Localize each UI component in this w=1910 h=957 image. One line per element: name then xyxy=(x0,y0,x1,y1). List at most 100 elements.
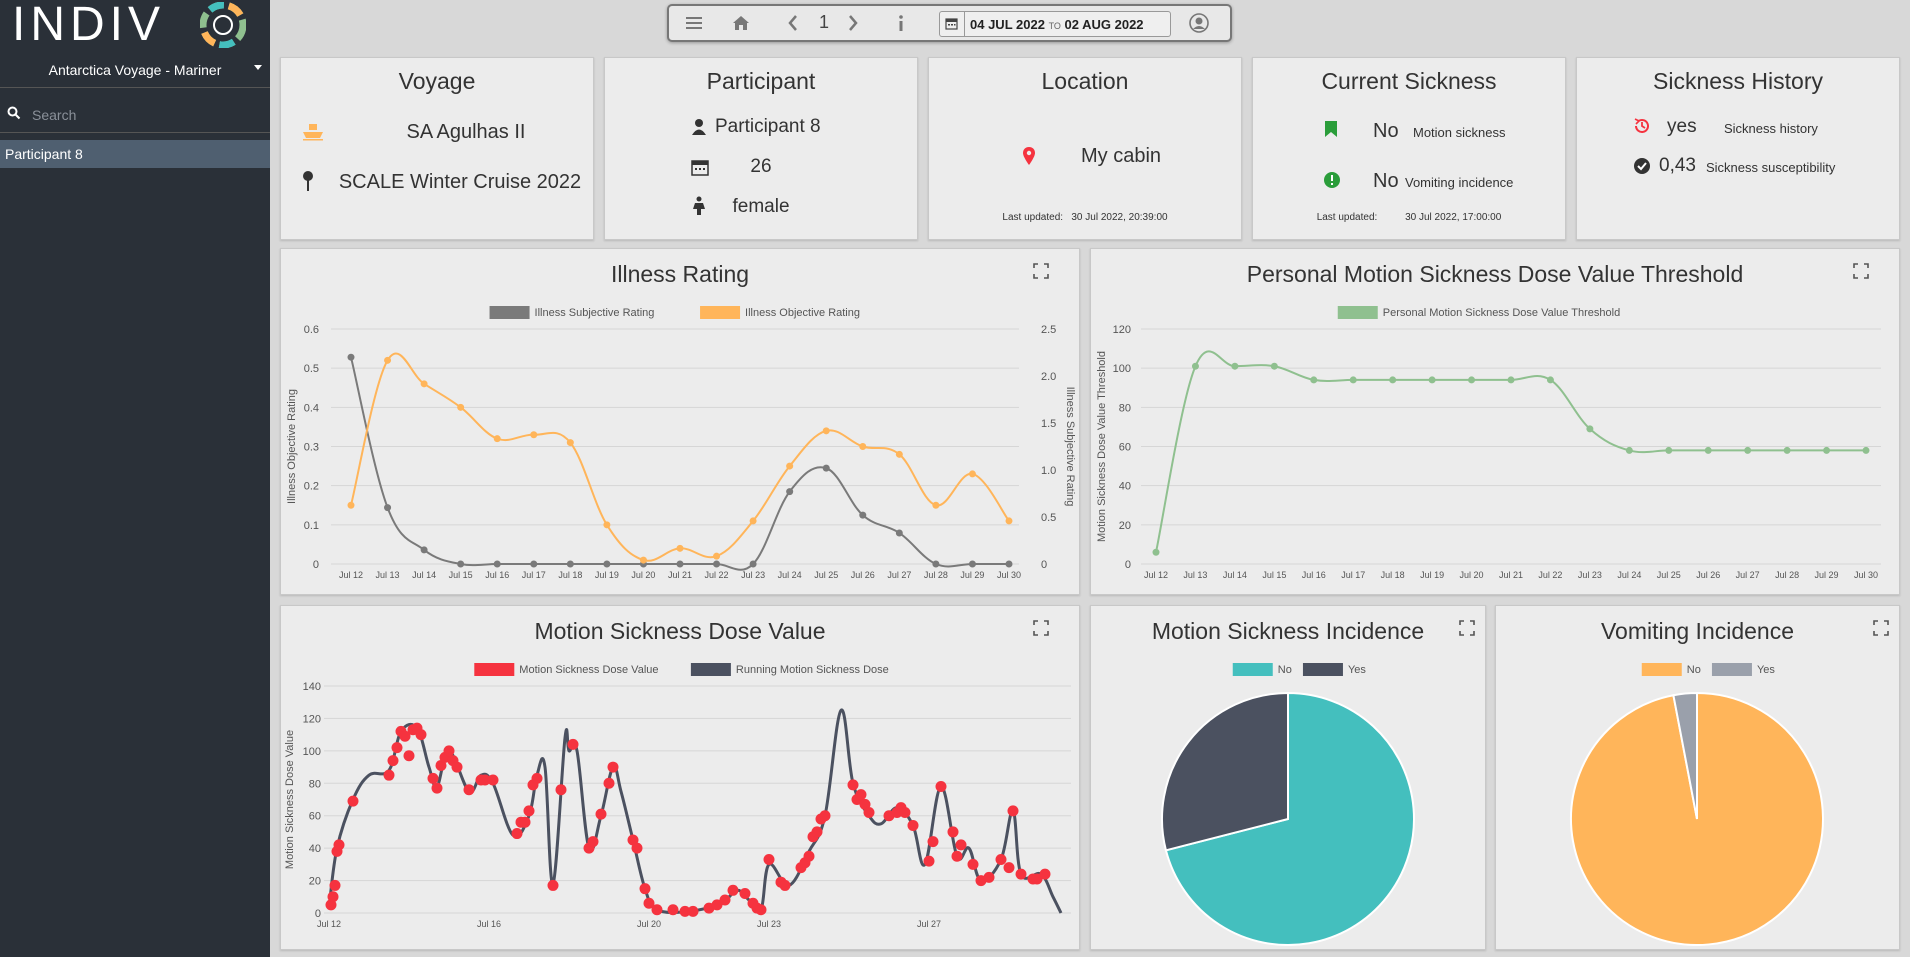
location-card: Location My cabin Last updated: 30 Jul 2… xyxy=(928,57,1242,240)
data-point xyxy=(603,560,611,568)
expand-icon[interactable] xyxy=(1459,620,1475,636)
y-tick-label: 0 xyxy=(1125,559,1131,571)
updated-time: 30 Jul 2022, 17:00:00 xyxy=(1405,212,1502,223)
x-tick-label: Jul 22 xyxy=(1538,570,1562,580)
expand-icon[interactable] xyxy=(1033,263,1049,279)
x-tick-label: Jul 16 xyxy=(477,919,501,929)
x-tick-label: Jul 30 xyxy=(1854,570,1878,580)
date-range-picker[interactable]: 04 JUL 2022 TO 02 AUG 2022 xyxy=(939,11,1171,37)
data-point xyxy=(1546,376,1554,384)
data-point xyxy=(713,560,721,568)
y2-tick-label: 2.5 xyxy=(1041,324,1056,336)
current-sickness-title: Current Sickness xyxy=(1321,68,1497,94)
date-range-text: 04 JUL 2022 TO 02 AUG 2022 xyxy=(970,17,1144,32)
data-point xyxy=(487,774,499,786)
bookmark-icon xyxy=(1325,121,1337,137)
voyage-select[interactable]: Antarctica Voyage - Mariner xyxy=(0,53,270,88)
legend-swatch xyxy=(1302,663,1343,676)
data-point xyxy=(566,560,574,568)
threshold-title: Personal Motion Sickness Dose Value Thre… xyxy=(1246,261,1744,287)
illness-rating-chart: Illness Subjective Rating Illness Objecti… xyxy=(286,306,1076,580)
data-point xyxy=(995,853,1007,865)
data-point xyxy=(1862,446,1870,454)
legend-swatch xyxy=(700,306,741,319)
data-point xyxy=(567,738,579,750)
sidebar-item-participant-8[interactable]: Participant 8 xyxy=(0,140,270,168)
participant-age: 26 xyxy=(750,156,772,177)
data-point xyxy=(932,501,940,509)
x-tick-label: Jul 24 xyxy=(778,570,802,580)
data-point xyxy=(435,759,447,771)
date-to: 02 AUG 2022 xyxy=(1064,17,1144,32)
x-tick-label: Jul 16 xyxy=(1302,570,1326,580)
susceptibility-label: Sickness susceptibility xyxy=(1706,159,1836,175)
x-tick-label: Jul 23 xyxy=(741,570,765,580)
participant-name: Participant 8 xyxy=(715,116,821,137)
data-point xyxy=(443,745,455,757)
data-point xyxy=(859,511,867,519)
motion-sickness-label: Motion sickness xyxy=(1413,124,1506,140)
home-icon[interactable] xyxy=(731,14,751,32)
y-axis-label: Illness Objective Rating xyxy=(286,389,298,504)
y-axis-label: Motion Sickness Dose Value xyxy=(284,730,296,869)
legend-label: Yes xyxy=(1348,664,1366,676)
data-point xyxy=(676,560,684,568)
data-point xyxy=(1152,548,1160,556)
info-icon[interactable] xyxy=(897,14,905,32)
expand-icon[interactable] xyxy=(1033,620,1049,636)
person-icon xyxy=(692,119,706,135)
data-point xyxy=(947,826,959,838)
x-tick-label: Jul 24 xyxy=(1617,570,1641,580)
chevron-left-icon[interactable] xyxy=(787,14,799,32)
data-point xyxy=(749,517,757,525)
x-tick-label: Jul 22 xyxy=(705,570,729,580)
data-point xyxy=(786,488,794,496)
x-tick-label: Jul 19 xyxy=(595,570,619,580)
data-point xyxy=(479,774,491,786)
search-input[interactable] xyxy=(30,103,254,127)
female-icon xyxy=(693,196,705,215)
data-point xyxy=(1507,376,1515,384)
data-point xyxy=(1744,446,1752,454)
data-point xyxy=(384,356,392,364)
x-tick-label: Jul 14 xyxy=(1223,570,1247,580)
expand-icon[interactable] xyxy=(1873,620,1889,636)
data-point xyxy=(1005,560,1013,568)
app-logo[interactable]: INDIV xyxy=(0,0,270,50)
pie-slice xyxy=(1161,691,1289,852)
data-point xyxy=(639,556,647,564)
x-tick-label: Jul 23 xyxy=(1578,570,1602,580)
menu-icon[interactable] xyxy=(685,14,703,32)
data-point xyxy=(329,879,341,891)
voyage-title: Voyage xyxy=(398,68,476,94)
check-circle-icon xyxy=(1634,158,1650,174)
expand-icon[interactable] xyxy=(1853,263,1869,279)
data-point xyxy=(643,897,655,909)
data-point xyxy=(863,806,875,818)
chevron-down-icon xyxy=(254,65,262,70)
data-point xyxy=(786,462,794,470)
vomiting-incidence-panel: Vomiting Incidence No Yes xyxy=(1495,605,1900,950)
data-point xyxy=(779,879,791,891)
y-tick-label: 140 xyxy=(303,681,321,693)
data-point xyxy=(1823,446,1831,454)
user-icon[interactable] xyxy=(1189,13,1209,33)
y-tick-label: 0 xyxy=(315,908,321,920)
pie-slice xyxy=(1672,691,1698,820)
data-point xyxy=(711,899,723,911)
data-point xyxy=(391,742,403,754)
x-tick-label: Jul 23 xyxy=(757,919,781,929)
chevron-right-icon[interactable] xyxy=(847,14,859,32)
data-point xyxy=(587,836,599,848)
threshold-chart: Personal Motion Sickness Dose Value Thre… xyxy=(1096,306,1881,580)
calendar-icon xyxy=(945,18,958,30)
series-line xyxy=(327,708,1063,915)
history-label: Sickness history xyxy=(1724,120,1818,136)
data-point xyxy=(333,839,345,851)
msdv-panel: Motion Sickness Dose Value Motion Sickne… xyxy=(280,605,1080,950)
series-line xyxy=(350,352,1010,562)
data-point xyxy=(676,544,684,552)
date-to-word: TO xyxy=(1048,21,1061,31)
y-tick-label: 60 xyxy=(1119,442,1131,454)
y-tick-label: 40 xyxy=(309,843,321,855)
